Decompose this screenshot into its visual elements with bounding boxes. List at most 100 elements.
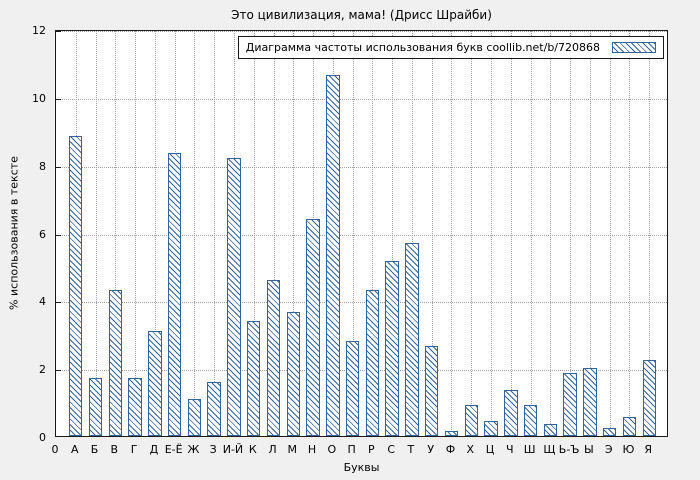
x-tick-label: Я: [644, 443, 653, 456]
x-tick-label: Ч: [506, 443, 514, 456]
h-gridline: [56, 370, 667, 372]
legend: Диаграмма частоты использования букв coo…: [237, 36, 664, 59]
v-gridline: [570, 31, 572, 436]
y-tick-label: 10: [32, 91, 46, 105]
bar-С: [385, 261, 399, 436]
y-tick-mark: [56, 31, 61, 32]
bar-Ф: [444, 430, 459, 436]
v-gridline: [154, 31, 156, 436]
x-tick-label: Н: [307, 443, 317, 456]
bar-Ю: [622, 417, 637, 436]
v-gridline: [214, 31, 216, 436]
y-tick-label: 2: [39, 363, 46, 377]
x-tick-label: Л: [268, 443, 277, 456]
v-gridline: [530, 31, 532, 436]
bar-И-Й: [227, 157, 241, 436]
bar-Х: [464, 405, 478, 436]
x-tick-label: К: [248, 443, 257, 456]
y-tick-mark: [56, 370, 61, 372]
v-gridline: [550, 31, 552, 436]
x-tick-label: Т: [407, 443, 415, 456]
v-gridline: [352, 31, 354, 436]
x-tick-label: Ж: [187, 443, 200, 456]
v-gridline: [194, 31, 196, 436]
bar-Ы: [583, 368, 597, 436]
v-gridline: [471, 31, 473, 436]
y-tick-mark: [56, 98, 61, 100]
v-gridline: [392, 31, 394, 436]
v-gridline: [115, 31, 117, 436]
x-tick-label: 0: [51, 443, 59, 456]
bar-Я: [642, 359, 656, 436]
x-tick-label: М: [287, 443, 298, 456]
bar-Р: [365, 290, 380, 436]
v-gridline: [135, 31, 137, 436]
v-gridline: [372, 31, 374, 436]
h-gridline: [56, 166, 667, 168]
x-tick-label: Е-Ё: [164, 443, 183, 456]
legend-label: Диаграмма частоты использования букв coo…: [245, 41, 600, 54]
v-gridline: [649, 31, 651, 436]
y-tick-mark: [56, 234, 61, 236]
y-tick-label: 8: [39, 159, 46, 173]
x-tick-label: Д: [149, 443, 159, 456]
x-tick-label: Ш: [523, 443, 536, 456]
x-tick-label: Б: [90, 443, 99, 456]
x-tick-label: С: [387, 443, 395, 456]
x-tick-label: Ф: [445, 443, 456, 456]
legend-key-swatch: [612, 42, 656, 53]
x-tick-label: Ц: [485, 443, 495, 456]
y-tick-label: 12: [32, 24, 46, 37]
x-tick-label: Щ: [543, 443, 556, 456]
bar-М: [286, 312, 300, 436]
v-gridline: [629, 31, 631, 436]
plot-area: Диаграмма частоты использования букв coo…: [55, 30, 668, 437]
v-gridline: [451, 31, 453, 436]
bar-У: [424, 346, 439, 436]
y-tick-label: 6: [39, 227, 46, 241]
v-gridline: [411, 31, 413, 436]
x-tick-label: И-Й: [222, 443, 244, 456]
bar-А: [69, 135, 83, 436]
x-tick-label: Ь-Ъ: [558, 443, 580, 456]
x-tick-label: П: [347, 443, 356, 456]
bar-В: [108, 290, 123, 436]
h-gridline: [56, 234, 667, 236]
x-tick-label: О: [327, 443, 337, 456]
bar-Д: [148, 330, 162, 436]
bar-К: [247, 320, 261, 436]
y-tick-label: 4: [39, 295, 46, 309]
x-tick-label: Ю: [622, 443, 635, 456]
bar-Ц: [484, 420, 498, 436]
bar-П: [345, 341, 360, 436]
bar-Ж: [187, 398, 202, 436]
bar-Ч: [504, 390, 518, 436]
y-tick-label: 0: [39, 431, 46, 444]
x-tick-label: Х: [466, 443, 475, 456]
bar-Н: [306, 218, 320, 436]
bar-З: [207, 381, 221, 436]
x-tick-label: Э: [604, 443, 613, 456]
x-tick-label: Г: [130, 443, 138, 456]
y-tick-mark: [56, 302, 61, 304]
bar-Л: [266, 279, 281, 436]
bar-Б: [88, 378, 103, 436]
v-gridline: [273, 31, 275, 436]
h-gridline: [56, 31, 667, 32]
bar-Ь-Ъ: [563, 373, 577, 436]
h-gridline: [56, 98, 667, 100]
bar-Щ: [543, 424, 558, 436]
x-tick-label: А: [71, 443, 79, 456]
v-gridline: [609, 31, 611, 436]
y-tick-mark: [56, 166, 61, 168]
h-gridline: [56, 302, 667, 304]
bar-Е-Ё: [167, 152, 182, 436]
x-tick-label: Ы: [584, 443, 594, 456]
x-tick-label: Р: [368, 443, 375, 456]
x-tick-label: В: [110, 443, 119, 456]
v-gridline: [510, 31, 512, 436]
bar-Ш: [523, 405, 538, 436]
bar-Э: [602, 427, 617, 436]
v-gridline: [491, 31, 493, 436]
